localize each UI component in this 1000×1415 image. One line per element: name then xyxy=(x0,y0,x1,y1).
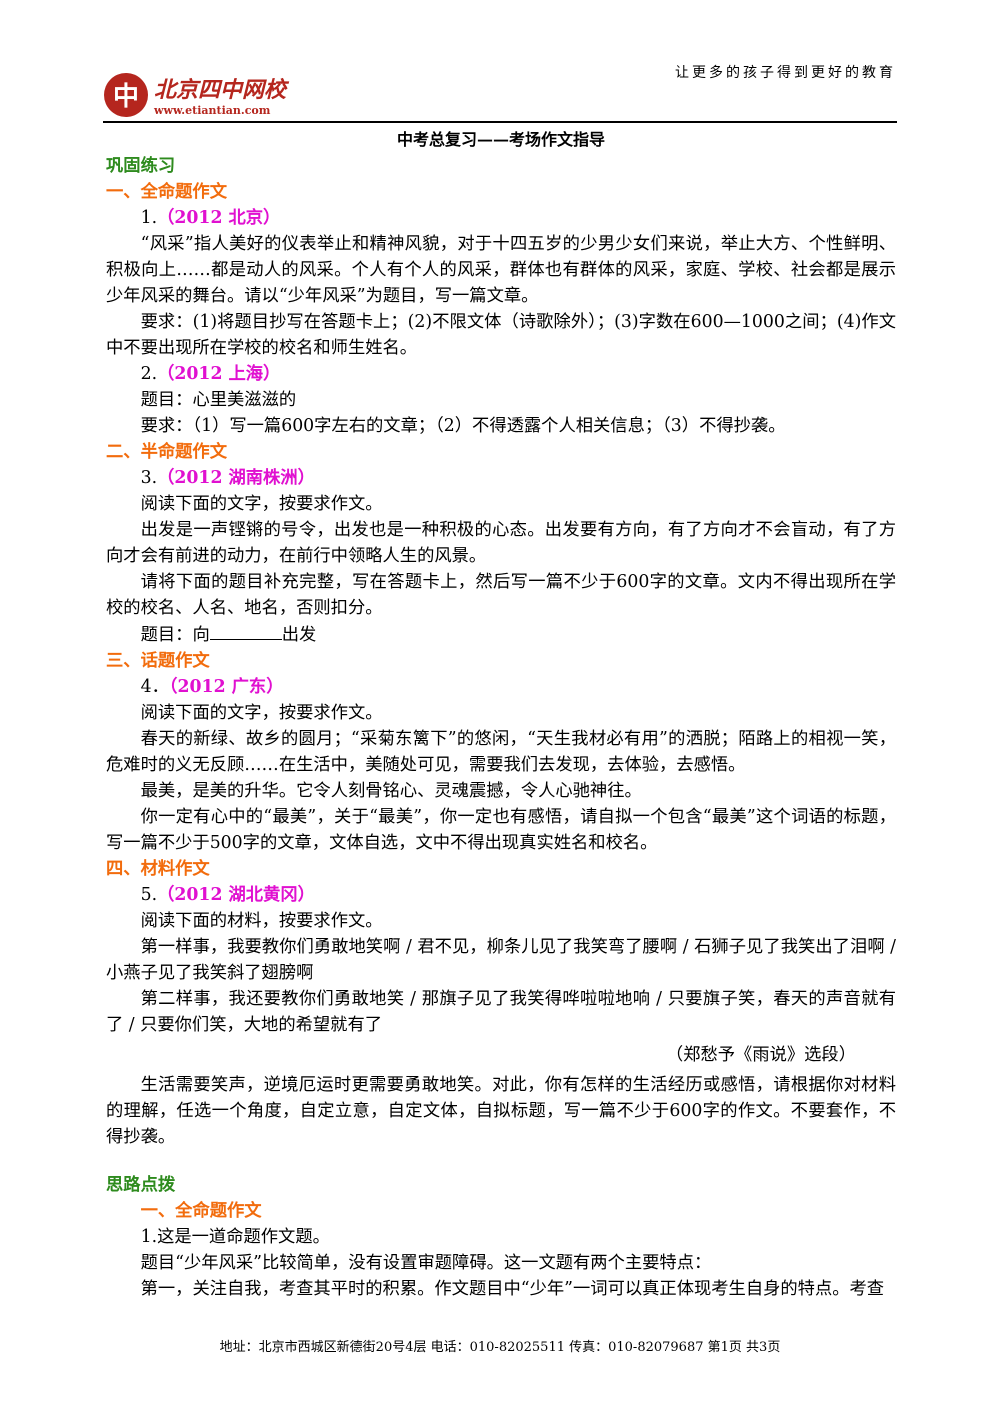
item-number: 3. xyxy=(140,468,158,488)
blank xyxy=(209,621,282,640)
paragraph: 请将下面的题目补充完整，写在答题卡上，然后写一篇不少于600字的文章。文内不得出… xyxy=(106,572,896,618)
logo: 中 北京四中网校 www.etiantian.com xyxy=(104,72,286,117)
paragraph: 阅读下面的文字，按要求作文。 xyxy=(140,703,383,723)
item-label: 3.（2012 湖南株洲） xyxy=(106,465,896,491)
paragraph: 题目：心里美滋滋的 xyxy=(140,390,297,410)
logo-url: www.etiantian.com xyxy=(154,104,271,117)
paragraph: 1.这是一道命题作文题。 xyxy=(140,1227,330,1247)
section-heading: 一、全命题作文 xyxy=(140,1201,262,1221)
logo-name: 北京四中网校 xyxy=(154,77,287,103)
citation: （郑愁予《雨说》选段） xyxy=(665,1045,856,1065)
footer-address: 地址：北京市西城区新德街20号4层 电话：010-82025511 传真：010… xyxy=(219,1340,704,1355)
practice: 一、全命题作文 1.（2012 北京） “风采”指人美好的仪表举止和精神风貌，对于十… xyxy=(106,179,896,1150)
paragraph: “风采”指人美好的仪表举止和精神风貌，对于十四五岁的少男少女们来说，举止大方、个… xyxy=(106,234,896,306)
section-heading: 一、全命题作文 xyxy=(106,182,227,202)
item-source: （2012 湖北黄冈） xyxy=(157,885,315,905)
paragraph: 出发是一声铿锵的号令，出发也是一种积极的心态。出发要有方向，有了方向才不会盲动，… xyxy=(106,520,896,566)
section-heading: 四、材料作文 xyxy=(106,859,210,879)
header-rule xyxy=(103,121,897,123)
text: 出发 xyxy=(281,625,317,645)
item-number: 2. xyxy=(140,364,158,384)
paragraph: 第一，关注自我，考查其平时的积累。作文题目中“少年”一词可以真正体现考生自身的特… xyxy=(140,1279,885,1299)
item-label: 1.（2012 北京） xyxy=(106,205,896,231)
spacer xyxy=(106,1150,896,1172)
logo-seal: 中 xyxy=(104,72,148,117)
item-label: 2.（2012 上海） xyxy=(106,361,896,387)
item-source: （2012 广东） xyxy=(168,677,284,697)
footer: 地址：北京市西城区新德街20号4层 电话：010-82025511 传真：010… xyxy=(0,1336,1000,1355)
section-heading: 三、话题作文 xyxy=(106,651,210,671)
paragraph: 最美，是美的升华。它令人刻骨铭心、灵魂震撼，令人心驰神往。 xyxy=(140,781,642,801)
text: 题目：向 xyxy=(140,625,210,645)
part-heading: 思路点拨 xyxy=(106,1175,176,1195)
slogan: 让更多的孩子得到更好的教育 xyxy=(675,65,896,81)
section-heading: 二、半命题作文 xyxy=(106,442,227,462)
content: 中考总复习——考场作文指导 巩固练习 一、全命题作文 1.（2012 北京） “风采… xyxy=(106,127,896,1302)
paragraph: 第一样事，我要教你们勇敢地笑啊 / 君不见，柳条儿见了我笑弯了腰啊 / 石狮子见… xyxy=(106,937,896,983)
doc-title: 中考总复习——考场作文指导 xyxy=(396,130,605,149)
item-number: 4． xyxy=(140,677,169,697)
paragraph: 阅读下面的材料，按要求作文。 xyxy=(140,911,383,931)
item-label: 4．（2012 广东） xyxy=(106,674,896,700)
paragraph: 要求：(1)将题目抄写在答题卡上；(2)不限文体（诗歌除外）；(3)字数在600… xyxy=(106,312,896,358)
item-label: 5.（2012 湖北黄冈） xyxy=(106,882,896,908)
paragraph: 题目“少年风采”比较简单，没有设置审题障碍。这一文题有两个主要特点： xyxy=(140,1253,712,1273)
paragraph: 你一定有心中的“最美”，关于“最美”，你一定也有感悟，请自拟一个包含“最美”这个… xyxy=(106,807,896,853)
paragraph: 生活需要笑声，逆境厄运时更需要勇敢地笑。对此，你有怎样的生活经历或感悟，请根据你… xyxy=(106,1075,896,1147)
part-heading: 巩固练习 xyxy=(106,156,176,176)
page-number: 第1页 共3页 xyxy=(707,1340,781,1355)
item-source: （2012 北京） xyxy=(157,208,281,228)
fill-in-title: 题目：向 出发 xyxy=(106,621,896,648)
item-source: （2012 湖南株洲） xyxy=(157,468,315,488)
paragraph: 春天的新绿、故乡的圆月；“采菊东篱下”的悠闲，“天生我材必有用”的洒脱；陌路上的… xyxy=(106,729,896,775)
logo-text: 北京四中网校 www.etiantian.com xyxy=(154,72,286,117)
paragraph: 阅读下面的文字，按要求作文。 xyxy=(140,494,383,514)
item-source: （2012 上海） xyxy=(157,364,281,384)
item-number: 5. xyxy=(140,885,158,905)
guidance: 1.这是一道命题作文题。题目“少年风采”比较简单，没有设置审题障碍。这一文题有两… xyxy=(106,1224,896,1302)
paragraph: 第二样事，我还要教你们勇敢地笑 / 那旗子见了我笑得哗啦啦地响 / 只要旗子笑，… xyxy=(106,989,896,1035)
paragraph: 要求：（1）写一篇600字左右的文章；（2）不得透露个人相关信息；（3）不得抄袭… xyxy=(140,416,786,436)
item-number: 1. xyxy=(140,208,158,228)
